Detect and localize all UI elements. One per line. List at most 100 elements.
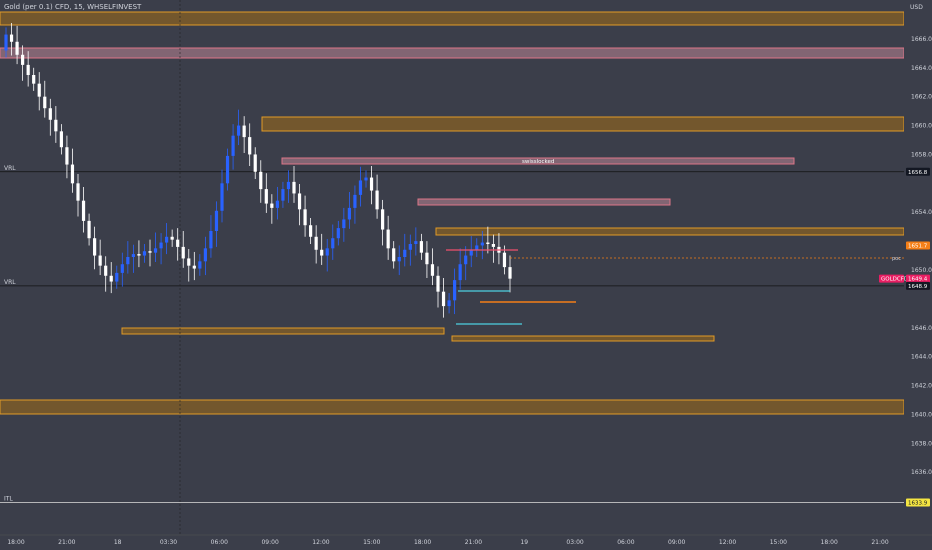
candle-body — [453, 280, 457, 301]
candle-body — [120, 264, 124, 273]
candle-body — [98, 255, 102, 266]
price-tick: 1664.0 — [911, 65, 932, 72]
poc-label: poc — [892, 256, 901, 262]
candle-body — [403, 249, 407, 257]
price-tag-bg — [906, 498, 930, 507]
price-tick: 1662.0 — [911, 94, 932, 101]
candle-body — [369, 177, 374, 191]
candle-body — [32, 75, 36, 84]
candle-body — [237, 125, 241, 136]
candle-body — [508, 267, 512, 279]
time-tick: 09:00 — [668, 539, 685, 546]
candle-body — [137, 254, 141, 256]
candle-body — [59, 131, 63, 148]
time-tick: 06:00 — [211, 539, 228, 546]
candle-body — [242, 125, 246, 138]
candle-body — [375, 190, 379, 210]
candle-body — [15, 41, 19, 55]
candle-body — [414, 241, 418, 244]
time-tick: 21:00 — [465, 539, 482, 546]
candle-body — [381, 209, 385, 230]
candle-body — [436, 275, 440, 292]
level-label: ITL — [4, 496, 13, 503]
candle-body — [491, 244, 495, 247]
liquidity-zone — [281, 157, 795, 165]
annotations-layer: swisslocked poc — [446, 159, 904, 325]
candle-body — [87, 220, 91, 239]
candle-body — [480, 242, 484, 246]
candle-body — [309, 225, 313, 237]
level-label: VRL — [4, 165, 16, 172]
candle-body — [430, 264, 435, 276]
price-axis[interactable]: 1666.0 1664.0 1662.0 1660.0 1658.0 1654.0 1650… — [904, 0, 932, 535]
candle-body — [486, 242, 490, 244]
candle-body — [131, 254, 135, 257]
price-tick: 1636.0 — [911, 469, 932, 476]
candle-body — [54, 119, 58, 132]
candle-body — [170, 236, 174, 240]
candle-body — [358, 180, 363, 195]
candle-body — [181, 246, 185, 259]
time-tick: 21:00 — [58, 539, 75, 546]
candle-body — [70, 164, 75, 184]
supply-demand-zone — [121, 327, 445, 335]
candle-body — [281, 189, 285, 201]
candle-body — [297, 193, 302, 210]
price-tag: 1648.9 — [908, 284, 928, 290]
candle-body — [4, 34, 8, 51]
candle-body — [65, 147, 69, 165]
candle-body — [115, 272, 119, 282]
candle-body — [21, 54, 25, 65]
candle-body — [397, 257, 401, 262]
candle-body — [192, 265, 196, 269]
supply-demand-zone — [435, 227, 905, 236]
price-tick: 1640.0 — [911, 411, 932, 418]
price-tick: 1650.0 — [911, 267, 932, 274]
candle-body — [37, 83, 41, 97]
candle-body — [259, 171, 263, 190]
candle-body — [314, 236, 318, 250]
candle-body — [303, 209, 307, 226]
price-tag-bg — [906, 241, 930, 250]
price-tag-bg — [906, 274, 930, 283]
time-tick: 18:00 — [821, 539, 838, 546]
candle-body — [441, 291, 446, 307]
candle-body — [43, 96, 47, 109]
candle-body — [142, 251, 147, 256]
candle-body — [253, 154, 257, 172]
price-tick: 1660.0 — [911, 123, 932, 130]
time-axis[interactable]: 18:00 21:00 18 03:30 06:00 09:00 12:00 15:00 18:… — [0, 534, 932, 546]
price-tag-bg — [879, 274, 904, 283]
price-tick: 1644.0 — [911, 354, 932, 361]
time-tick: 09:00 — [261, 539, 278, 546]
levels-layer: VRL VRL ITL — [0, 0, 904, 535]
candle-body — [392, 248, 396, 262]
supply-demand-zone — [0, 11, 905, 26]
candle-body — [386, 229, 390, 249]
time-tick: 12:00 — [719, 539, 736, 546]
candle-body — [342, 219, 346, 229]
price-tick: 1666.0 — [911, 36, 932, 43]
zones-layer — [0, 11, 905, 415]
candle-body — [109, 275, 113, 282]
time-tick: 18:00 — [7, 539, 24, 546]
candle-body — [187, 258, 191, 266]
candle-body — [9, 34, 14, 42]
candle-body — [475, 245, 479, 250]
candle-body — [231, 135, 235, 156]
candle-body — [264, 189, 268, 204]
time-tick: 18:00 — [414, 539, 431, 546]
candle-body — [104, 265, 108, 276]
candle-body — [469, 249, 473, 256]
candle-body — [81, 200, 86, 221]
price-tick: 1658.0 — [911, 151, 932, 158]
candle-body — [458, 264, 462, 281]
supply-demand-zone — [451, 335, 715, 342]
time-tick: 21:00 — [871, 539, 888, 546]
candle-body — [76, 183, 80, 201]
time-tick: 06:00 — [617, 539, 634, 546]
symbol-title: Gold (per 0.1) CFD, 15, WHSELFINVEST — [4, 3, 142, 11]
candle-body — [325, 248, 329, 256]
time-tick: 19 — [520, 539, 528, 546]
